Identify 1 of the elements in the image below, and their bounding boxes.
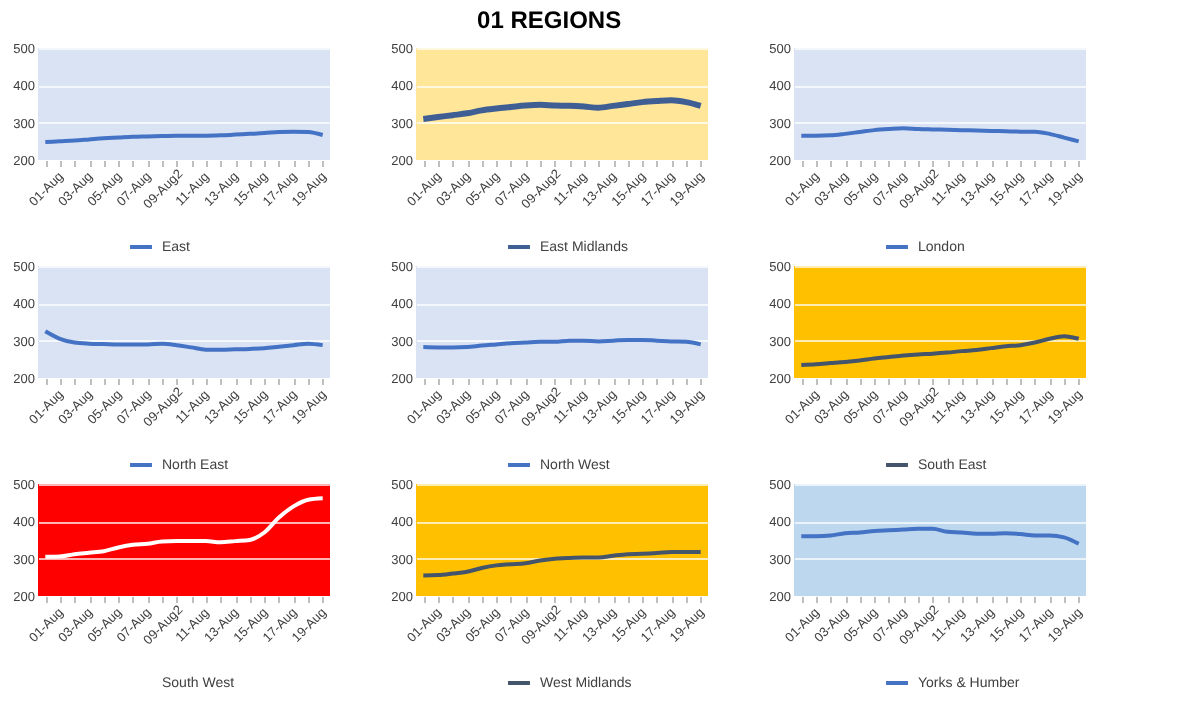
chart-title: 01 REGIONS <box>477 6 622 34</box>
